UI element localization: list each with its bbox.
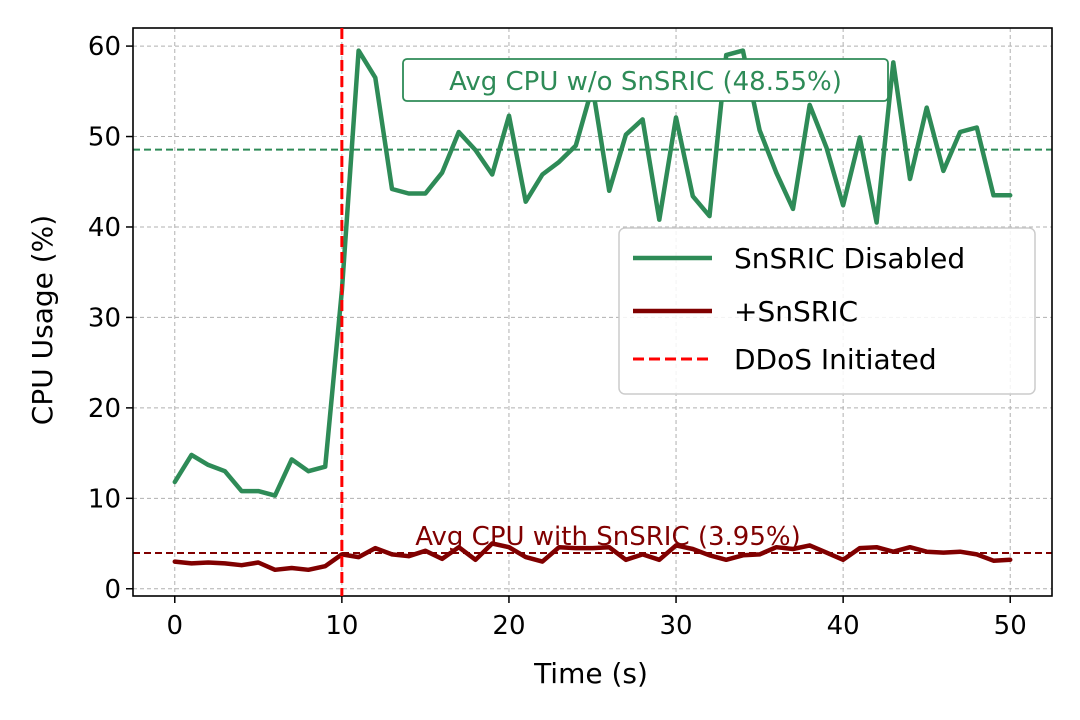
x-axis-label: Time (s) xyxy=(533,657,648,690)
y-tick-label: 20 xyxy=(88,394,121,424)
legend-label: +SnSRIC xyxy=(734,295,858,328)
x-tick-label: 20 xyxy=(492,611,525,641)
axis-ticks: 0 10 20 30 40 50 0 10 20 30 40 50 60 xyxy=(88,32,1027,641)
x-tick-label: 50 xyxy=(994,611,1027,641)
y-tick-label: 10 xyxy=(88,484,121,514)
plot-frame xyxy=(132,27,1053,597)
y-tick-label: 50 xyxy=(88,123,121,153)
legend-box xyxy=(618,227,1036,395)
legend: SnSRIC Disabled +SnSRIC DDoS Initiated xyxy=(618,227,1036,395)
x-tick-label: 10 xyxy=(325,611,358,641)
avg-annotation-label: Avg CPU with SnSRIC (3.95%) xyxy=(415,522,801,552)
reference-lines xyxy=(133,148,1052,555)
y-tick-label: 40 xyxy=(88,213,121,243)
legend-label: DDoS Initiated xyxy=(734,343,937,376)
series-line xyxy=(172,541,1013,573)
x-tick-label: 0 xyxy=(166,611,183,641)
y-tick-label: 30 xyxy=(88,303,121,333)
avg-annotation-label: Avg CPU w/o SnSRIC (48.55%) xyxy=(449,67,842,97)
y-tick-label: 0 xyxy=(104,575,121,605)
x-tick-label: 40 xyxy=(827,611,860,641)
avg-annotation-box xyxy=(402,58,889,102)
y-tick-label: 60 xyxy=(88,32,121,62)
annotations: Avg CPU w/o SnSRIC (48.55%) Avg CPU with … xyxy=(340,28,889,596)
legend-label: SnSRIC Disabled xyxy=(734,242,965,275)
y-axis-label: CPU Usage (%) xyxy=(26,215,59,425)
x-tick-label: 30 xyxy=(659,611,692,641)
